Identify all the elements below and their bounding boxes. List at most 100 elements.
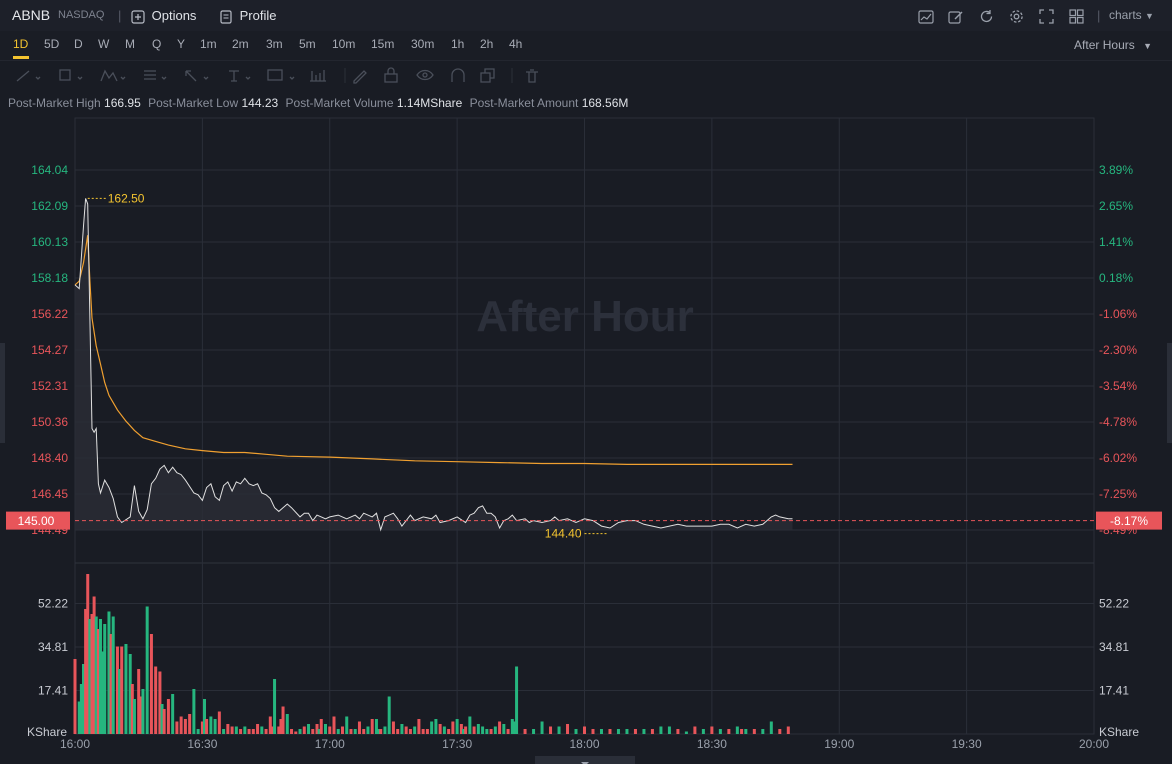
y-tick-label-price: 156.22 xyxy=(31,307,68,321)
volume-bar xyxy=(184,719,187,734)
volume-bar xyxy=(231,727,234,735)
volume-tick-label: 52.22 xyxy=(38,596,68,610)
volume-bar xyxy=(439,724,442,734)
volume-bar xyxy=(197,729,200,734)
volume-bar xyxy=(383,727,386,735)
volume-bar xyxy=(591,729,594,734)
volume-bar xyxy=(248,729,251,734)
volume-bar xyxy=(103,624,106,734)
y-tick-label-percent: 0.18% xyxy=(1099,271,1133,285)
volume-bar xyxy=(702,729,705,734)
volume-unit-label: KShare xyxy=(27,725,67,739)
volume-bar xyxy=(434,719,437,734)
volume-bar xyxy=(273,679,276,734)
y-tick-label-percent: -1.06% xyxy=(1099,307,1137,321)
bottom-collapse-handle[interactable] xyxy=(535,756,635,764)
volume-bar xyxy=(400,724,403,734)
volume-bar xyxy=(583,727,586,735)
volume-bar xyxy=(549,727,552,735)
volume-bar xyxy=(676,729,679,734)
volume-bar xyxy=(392,722,395,735)
x-tick-label: 16:00 xyxy=(60,737,90,751)
volume-bar xyxy=(379,729,382,734)
volume-bar xyxy=(417,719,420,734)
volume-bar xyxy=(693,727,696,735)
volume-bar xyxy=(451,722,454,735)
y-tick-label-price: 164.04 xyxy=(31,163,68,177)
volume-bar xyxy=(124,644,127,734)
volume-bar xyxy=(150,634,153,734)
volume-bar xyxy=(430,722,433,735)
volume-bar xyxy=(332,717,335,735)
volume-bar xyxy=(541,722,544,735)
volume-tick-label-right: 52.22 xyxy=(1099,596,1129,610)
volume-bar xyxy=(328,727,331,735)
x-tick-label: 18:00 xyxy=(569,737,599,751)
volume-bar xyxy=(736,727,739,735)
volume-bar xyxy=(146,607,149,735)
volume-unit-label-right: KShare xyxy=(1099,725,1139,739)
volume-bar xyxy=(188,714,191,734)
volume-tick-label: 34.81 xyxy=(38,640,68,654)
volume-bar xyxy=(167,699,170,734)
volume-bar xyxy=(366,727,369,735)
low-marker-label: 144.40 xyxy=(545,527,582,541)
y-tick-label-percent: -7.25% xyxy=(1099,487,1137,501)
volume-bar xyxy=(761,729,764,734)
volume-bar xyxy=(358,722,361,735)
volume-bar xyxy=(180,717,183,735)
left-collapse-handle[interactable] xyxy=(0,343,5,443)
volume-bar xyxy=(668,727,671,735)
volume-bar xyxy=(642,729,645,734)
volume-bar xyxy=(490,729,493,734)
volume-bar xyxy=(744,729,747,734)
volume-bar xyxy=(154,667,157,735)
y-tick-label-price: 150.36 xyxy=(31,415,68,429)
volume-bar xyxy=(634,729,637,734)
x-tick-label: 19:30 xyxy=(952,737,982,751)
y-tick-label-price: 158.18 xyxy=(31,271,68,285)
volume-bar xyxy=(447,729,450,734)
volume-bar xyxy=(311,729,314,734)
volume-bar xyxy=(192,689,195,734)
x-tick-label: 17:30 xyxy=(442,737,472,751)
volume-bar xyxy=(426,729,429,734)
volume-bar xyxy=(524,729,527,734)
volume-bar xyxy=(163,709,166,734)
volume-bar xyxy=(787,727,790,735)
volume-bar xyxy=(485,729,488,734)
volume-bar xyxy=(282,707,285,735)
volume-bar xyxy=(477,724,480,734)
volume-bar xyxy=(214,719,217,734)
volume-bar xyxy=(600,729,603,734)
volume-bar xyxy=(507,729,510,734)
volume-bar xyxy=(753,729,756,734)
volume-tick-label-right: 17.41 xyxy=(1099,683,1129,697)
volume-bar xyxy=(133,699,136,734)
volume-bar xyxy=(608,729,611,734)
volume-bar xyxy=(498,722,501,735)
volume-bar xyxy=(171,694,174,734)
volume-bar xyxy=(413,727,416,735)
y-tick-label-price: 162.09 xyxy=(31,199,68,213)
volume-bar xyxy=(405,727,408,735)
volume-bar xyxy=(566,724,569,734)
volume-bar xyxy=(243,727,246,735)
volume-bar xyxy=(218,712,221,735)
volume-bar xyxy=(226,724,229,734)
volume-bar xyxy=(659,727,662,735)
volume-bar xyxy=(324,724,327,734)
volume-bar xyxy=(770,722,773,735)
volume-bar xyxy=(719,729,722,734)
volume-bar xyxy=(294,732,297,735)
volume-bar xyxy=(558,727,561,735)
volume-bar xyxy=(481,727,484,735)
volume-bar xyxy=(388,697,391,735)
watermark: After Hour xyxy=(476,292,694,341)
right-collapse-handle[interactable] xyxy=(1167,343,1172,443)
y-tick-label-percent: 3.89% xyxy=(1099,163,1133,177)
x-tick-label: 20:00 xyxy=(1079,737,1109,751)
volume-bar xyxy=(473,727,476,735)
volume-bar xyxy=(468,717,471,735)
